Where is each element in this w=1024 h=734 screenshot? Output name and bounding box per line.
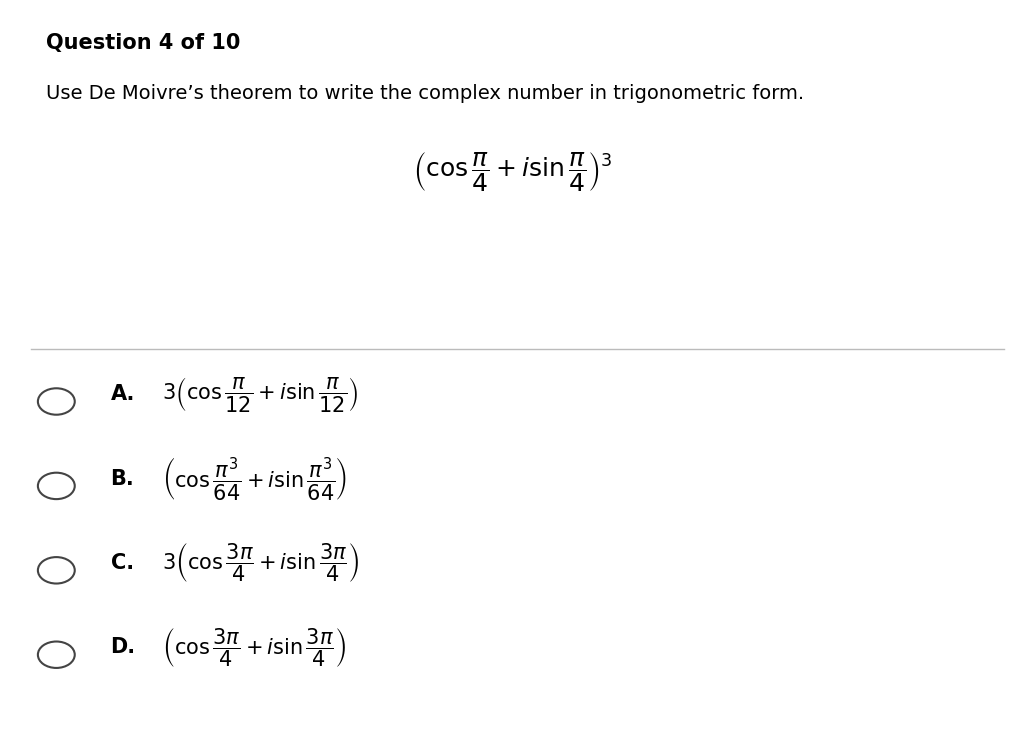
Text: $\left(\cos\dfrac{\pi}{4}+i\sin\dfrac{\pi}{4}\right)^{3}$: $\left(\cos\dfrac{\pi}{4}+i\sin\dfrac{\p… [413,150,611,195]
Text: Use De Moivre’s theorem to write the complex number in trigonometric form.: Use De Moivre’s theorem to write the com… [46,84,804,103]
Text: $3\left(\cos\dfrac{3\pi}{4}+i\sin\dfrac{3\pi}{4}\right)$: $3\left(\cos\dfrac{3\pi}{4}+i\sin\dfrac{… [162,542,359,584]
Text: $3\left(\cos\dfrac{\pi}{12}+i\sin\dfrac{\pi}{12}\right)$: $3\left(\cos\dfrac{\pi}{12}+i\sin\dfrac{… [162,374,358,414]
Text: $\left(\cos\dfrac{\pi^3}{64}+i\sin\dfrac{\pi^3}{64}\right)$: $\left(\cos\dfrac{\pi^3}{64}+i\sin\dfrac… [162,455,347,502]
Text: D.: D. [111,637,136,658]
Text: C.: C. [111,553,134,573]
Text: A.: A. [111,384,135,404]
Text: $\left(\cos\dfrac{3\pi}{4}+i\sin\dfrac{3\pi}{4}\right)$: $\left(\cos\dfrac{3\pi}{4}+i\sin\dfrac{3… [162,626,346,669]
Text: Question 4 of 10: Question 4 of 10 [46,33,241,53]
Text: B.: B. [111,468,134,489]
